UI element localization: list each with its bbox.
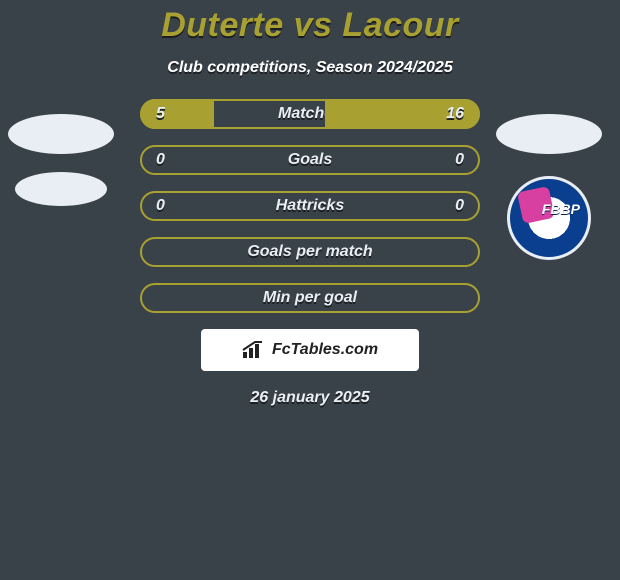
- stat-row: Min per goal: [140, 283, 480, 313]
- right-player-photo: [496, 114, 602, 154]
- stat-value-left: 5: [156, 105, 165, 123]
- page-title: Duterte vs Lacour: [0, 6, 620, 45]
- stat-row: 5Matches16: [140, 99, 480, 129]
- right-club-abbr: FBBP: [542, 201, 580, 217]
- comparison-card: Duterte vs Lacour Club competitions, Sea…: [0, 0, 620, 580]
- stat-value-left: 0: [156, 151, 165, 169]
- right-player-column: FBBP: [484, 114, 614, 260]
- stat-row: 0 Goals 0: [140, 145, 480, 175]
- stat-fill-left: [140, 99, 214, 129]
- brand-text: FcTables.com: [272, 341, 378, 359]
- left-player-photo: [8, 114, 114, 154]
- stat-label: Goals: [288, 151, 332, 169]
- stat-value-right: 0: [455, 197, 464, 215]
- stat-label: Hattricks: [276, 197, 344, 215]
- brand-box[interactable]: FcTables.com: [201, 329, 419, 371]
- left-player-column: [6, 114, 116, 206]
- stat-value-left: 0: [156, 197, 165, 215]
- bar-chart-icon: [242, 341, 266, 359]
- stat-value-right: 16: [446, 105, 464, 123]
- stat-label: Goals per match: [247, 243, 372, 261]
- left-club-logo: [15, 172, 107, 206]
- stat-row: 0 Hattricks 0: [140, 191, 480, 221]
- date-text: 26 january 2025: [0, 389, 620, 407]
- stats-rows: 5Matches16 0 Goals 0 0 Hattricks 0 Goals per ma…: [140, 99, 480, 313]
- page-subtitle: Club competitions, Season 2024/2025: [0, 59, 620, 77]
- right-club-logo: FBBP: [507, 176, 591, 260]
- stat-row: Goals per match: [140, 237, 480, 267]
- stat-label: Min per goal: [263, 289, 357, 307]
- stat-value-right: 0: [455, 151, 464, 169]
